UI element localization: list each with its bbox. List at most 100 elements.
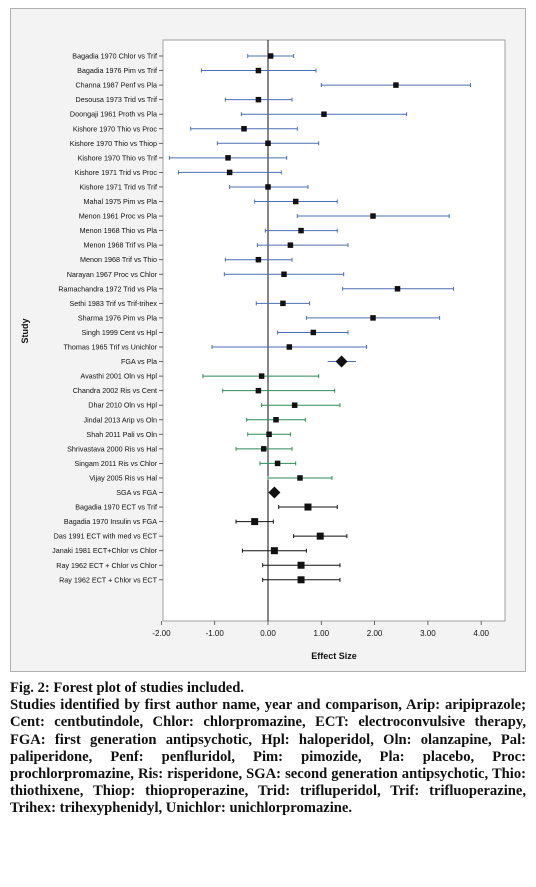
study-row: Kishore 1970 Thio vs Proc: [73, 124, 298, 133]
study-label: Menon 1961 Proc vs Pla: [79, 212, 157, 221]
caption-description: Studies identified by first author name,…: [10, 697, 526, 817]
study-row: Kishore 1971 Trid vs Proc: [75, 168, 282, 177]
study-row: Bagadia 1970 ECT vs Trif: [75, 503, 338, 512]
study-row: Doongaji 1961 Proth vs Pla: [70, 110, 408, 119]
plot-area: [162, 39, 506, 622]
study-label: Bagadia 1970 ECT vs Trif: [75, 503, 157, 512]
pooled-estimate-diamond: [268, 486, 281, 499]
point-estimate: [225, 155, 231, 161]
study-label: Bagadia 1976 Pim vs Trif: [77, 66, 157, 75]
study-row: Kishore 1970 Thio vs Thiop: [70, 139, 320, 148]
study-label: Sharma 1976 Pim vs Pla: [78, 313, 157, 322]
point-estimate: [251, 518, 259, 526]
study-label: Channa 1987 Penf vs Pla: [75, 81, 157, 90]
point-estimate: [297, 576, 305, 584]
study-row: Ramachandra 1972 Trid vs Pla: [58, 284, 454, 293]
study-row: Menon 1968 Thio vs Pla: [80, 226, 338, 235]
pooled-estimate-diamond: [335, 355, 348, 368]
study-label: Kishore 1970 Thio vs Proc: [73, 124, 158, 133]
study-label: Ray 1962 ECT + Chlor vs ECT: [59, 575, 158, 584]
study-label: Ramachandra 1972 Trid vs Pla: [58, 284, 157, 293]
study-label: Jindal 2013 Arip vs Oln: [83, 415, 157, 424]
study-label: Sethi 1983 Trif vs Trif-trihex: [70, 299, 158, 308]
study-row: Singam 2011 Ris vs Chlor: [74, 459, 297, 468]
study-label: Bagadia 1970 Insulin vs FGA: [64, 517, 157, 526]
x-tick-label: 2.00: [367, 629, 383, 638]
study-label: Dhar 2010 Oln vs Hpl: [88, 401, 157, 410]
point-estimate: [393, 82, 399, 88]
forest-plot: Bagadia 1970 Chlor vs Trif Bagadia 1976 P…: [20, 39, 506, 661]
study-row: Channa 1987 Penf vs Pla: [75, 81, 472, 90]
point-estimate: [265, 184, 271, 190]
y-axis-title: Study: [20, 318, 30, 343]
study-label: Kishore 1971 Trid vs Trif: [80, 182, 158, 191]
study-row: Avasthi 2001 Oln vs Hpl: [80, 372, 320, 381]
x-tick-label: 1.00: [314, 629, 330, 638]
point-estimate: [287, 242, 294, 248]
study-row: Janaki 1981 ECT+Chlor vs Chlor: [52, 546, 307, 555]
study-label: Menon 1968 Thio vs Pla: [80, 226, 157, 235]
figure-caption: Fig. 2: Forest plot of studies included.…: [10, 680, 526, 818]
point-estimate: [291, 402, 298, 408]
study-row: Sharma 1976 Pim vs Pla: [78, 313, 441, 322]
study-row: Ray 1962 ECT + Chlor vs Chlor: [56, 561, 341, 570]
study-row: Sethi 1983 Trif vs Trif-trihex: [70, 299, 311, 308]
x-tick-label: -1.00: [206, 629, 225, 638]
x-tick-label: 3.00: [420, 629, 436, 638]
x-axis-title: Effect Size: [311, 651, 357, 661]
study-label: Narayan 1967 Proc vs Chlor: [67, 270, 158, 279]
point-estimate: [255, 67, 262, 74]
point-estimate: [292, 198, 299, 205]
study-rows: Bagadia 1970 Chlor vs Trif Bagadia 1976 P…: [52, 40, 472, 621]
point-estimate: [286, 344, 293, 350]
point-estimate: [274, 460, 281, 467]
point-estimate: [297, 475, 303, 481]
study-label: Desousa 1973 Trid vs Trif: [76, 95, 158, 104]
study-label: Kishore 1971 Trid vs Proc: [75, 168, 158, 177]
study-label: Mahal 1975 Pim vs Pla: [83, 197, 157, 206]
point-estimate: [316, 532, 324, 540]
point-estimate: [297, 561, 305, 569]
study-row: Chandra 2002 Ris vs Cent: [73, 386, 336, 395]
study-row: Menon 1968 Trif vs Thio: [80, 255, 293, 264]
study-label: Thomas 1965 Trif vs Unichlor: [64, 343, 158, 352]
study-row: Kishore 1971 Trid vs Trif: [80, 182, 309, 191]
point-estimate: [273, 417, 279, 423]
study-label: Chandra 2002 Ris vs Cent: [73, 386, 157, 395]
study-label: Kishore 1970 Thio vs Trif: [78, 153, 157, 162]
point-estimate: [255, 96, 262, 103]
x-tick-label: 0.00: [260, 629, 276, 638]
point-estimate: [304, 503, 312, 511]
point-estimate: [260, 446, 267, 452]
study-label: Shrivastava 2000 Ris vs Hal: [67, 444, 157, 453]
study-label: SGA vs FGA: [116, 488, 157, 497]
study-row: Shrivastava 2000 Ris vs Hal: [67, 444, 293, 453]
point-estimate: [394, 286, 401, 292]
point-estimate: [321, 111, 327, 117]
point-estimate: [255, 256, 262, 263]
x-tick-label: 4.00: [473, 629, 489, 638]
point-estimate: [370, 213, 376, 219]
study-label: Bagadia 1970 Chlor vs Trif: [72, 52, 157, 61]
point-estimate: [266, 431, 272, 438]
study-row: Kishore 1970 Thio vs Trif: [78, 153, 288, 162]
point-estimate: [258, 373, 265, 379]
study-label: Das 1991 ECT with med vs ECT: [54, 532, 158, 541]
x-tick-label: -2.00: [152, 629, 171, 638]
point-estimate: [298, 227, 304, 234]
caption-title: Fig. 2: Forest plot of studies included.: [10, 680, 245, 696]
study-row: Singh 1999 Cent vs Hpl: [81, 328, 349, 337]
study-row: FGA vs Pla: [121, 355, 356, 368]
study-row: Menon 1961 Proc vs Pla: [79, 212, 450, 221]
study-row: SGA vs FGA: [116, 486, 281, 499]
study-label: Shah 2011 Pali vs Oln: [86, 430, 157, 439]
point-estimate: [255, 387, 262, 394]
point-estimate: [241, 126, 247, 132]
study-label: Vijay 2005 Ris vs Hal: [89, 473, 157, 482]
study-row: Narayan 1967 Proc vs Chlor: [67, 270, 345, 279]
point-estimate: [280, 300, 286, 307]
study-row: Thomas 1965 Trif vs Unichlor: [64, 343, 368, 352]
study-row: Desousa 1973 Trid vs Trif: [76, 95, 293, 104]
study-row: Bagadia 1976 Pim vs Trif: [77, 66, 317, 75]
study-label: Ray 1962 ECT + Chlor vs Chlor: [56, 561, 157, 570]
